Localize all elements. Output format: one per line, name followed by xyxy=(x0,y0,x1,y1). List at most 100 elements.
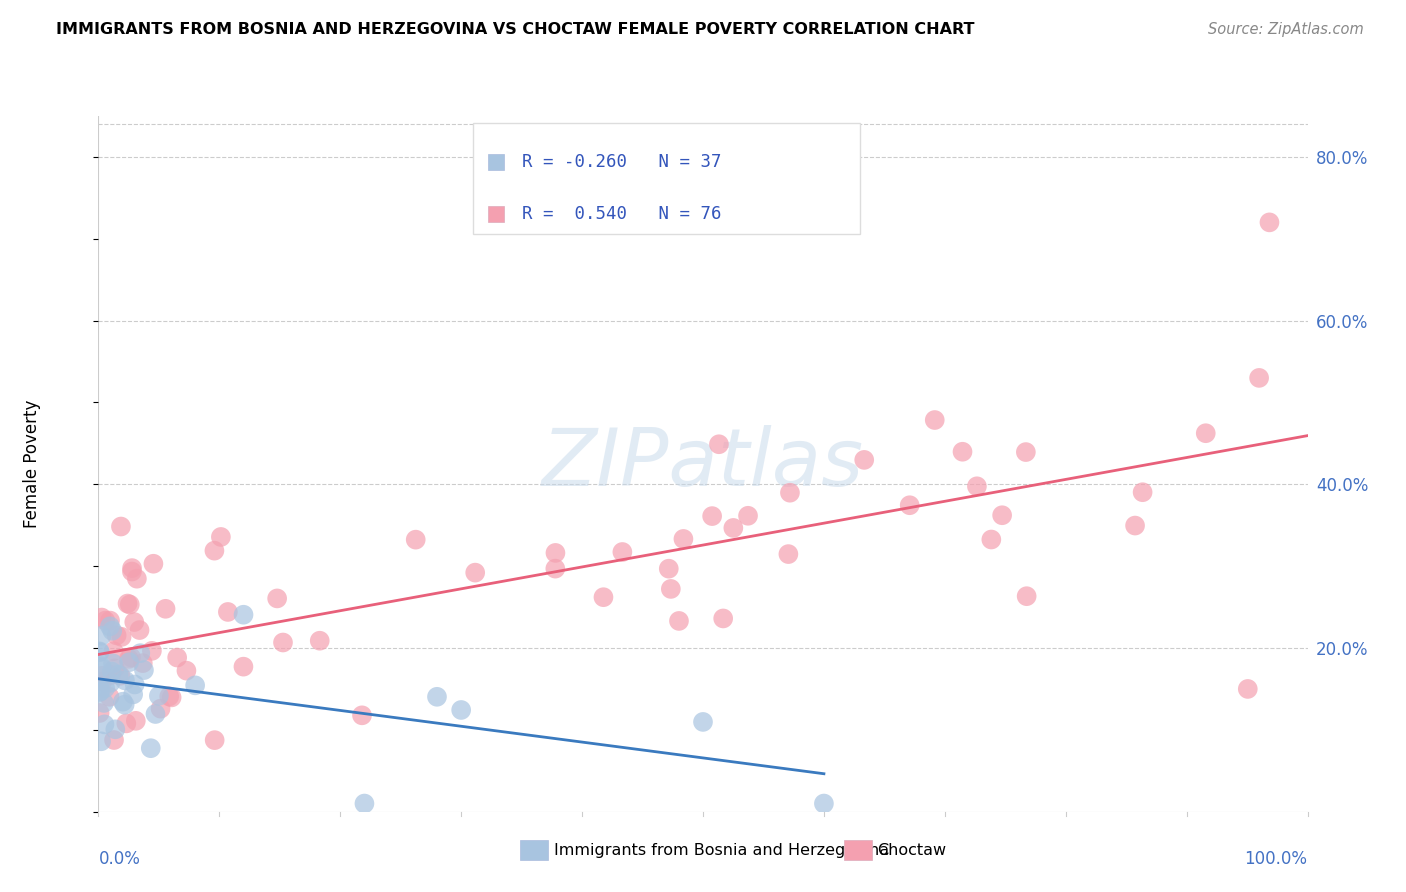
Point xyxy=(94,614,117,628)
Point xyxy=(1123,518,1146,533)
Point xyxy=(672,532,695,546)
Point xyxy=(464,566,486,580)
Point xyxy=(266,591,288,606)
Point xyxy=(120,650,142,665)
Point xyxy=(952,444,974,458)
Point xyxy=(853,453,876,467)
Point xyxy=(142,557,165,571)
Point xyxy=(1015,445,1038,459)
Point xyxy=(1015,589,1038,603)
Point xyxy=(544,546,567,560)
Point xyxy=(450,703,472,717)
Point xyxy=(105,628,128,642)
Point xyxy=(89,706,111,720)
Point xyxy=(149,701,172,715)
Text: Female Poverty: Female Poverty xyxy=(22,400,41,528)
Point xyxy=(115,716,138,731)
Text: IMMIGRANTS FROM BOSNIA AND HERZEGOVINA VS CHOCTAW FEMALE POVERTY CORRELATION CHA: IMMIGRANTS FROM BOSNIA AND HERZEGOVINA V… xyxy=(56,22,974,37)
Text: Choctaw: Choctaw xyxy=(877,843,946,857)
Point xyxy=(232,607,254,622)
Point xyxy=(426,690,449,704)
Point xyxy=(1195,426,1218,441)
Point xyxy=(104,723,127,737)
Point xyxy=(129,646,152,660)
Point xyxy=(350,708,373,723)
Point xyxy=(89,644,111,658)
Point xyxy=(779,485,801,500)
Point xyxy=(101,624,124,638)
Point xyxy=(204,543,226,558)
Point xyxy=(89,645,111,659)
Point xyxy=(141,644,163,658)
Point xyxy=(91,674,114,689)
Point xyxy=(118,598,141,612)
Point xyxy=(166,650,188,665)
FancyBboxPatch shape xyxy=(488,154,503,169)
Point xyxy=(813,797,835,811)
Point xyxy=(176,664,198,678)
Point xyxy=(132,656,155,670)
Point xyxy=(124,677,146,691)
Point xyxy=(93,717,115,731)
Point xyxy=(737,508,759,523)
Point xyxy=(98,619,121,633)
FancyBboxPatch shape xyxy=(474,123,860,235)
Point xyxy=(898,498,921,512)
Point xyxy=(778,547,800,561)
Text: R = -0.260   N = 37: R = -0.260 N = 37 xyxy=(522,153,721,171)
Text: Source: ZipAtlas.com: Source: ZipAtlas.com xyxy=(1208,22,1364,37)
Point xyxy=(702,509,724,524)
Point xyxy=(160,690,183,705)
Point xyxy=(90,661,112,675)
Point xyxy=(98,690,121,704)
Point xyxy=(148,689,170,703)
Point xyxy=(184,678,207,692)
Point xyxy=(104,661,127,675)
Point xyxy=(128,623,150,637)
Text: R =  0.540   N = 76: R = 0.540 N = 76 xyxy=(522,205,721,223)
Text: 100.0%: 100.0% xyxy=(1244,850,1308,868)
Point xyxy=(659,582,682,596)
Point xyxy=(155,602,177,616)
Point xyxy=(100,668,122,682)
Text: 0.0%: 0.0% xyxy=(98,850,141,868)
Point xyxy=(232,659,254,673)
Point xyxy=(93,696,115,710)
Point xyxy=(723,521,745,535)
Point xyxy=(91,669,114,683)
Point xyxy=(966,479,988,493)
Point xyxy=(122,687,145,701)
Point xyxy=(125,572,148,586)
Text: Immigrants from Bosnia and Herzegovina: Immigrants from Bosnia and Herzegovina xyxy=(554,843,889,857)
Point xyxy=(114,673,136,688)
Point xyxy=(139,741,162,756)
Point xyxy=(90,629,112,643)
Point xyxy=(118,652,141,666)
Point xyxy=(209,530,232,544)
Point xyxy=(711,611,734,625)
Point xyxy=(204,733,226,747)
Point xyxy=(107,667,129,681)
Point xyxy=(90,610,112,624)
Point xyxy=(121,561,143,575)
Point xyxy=(89,685,111,699)
Point xyxy=(103,644,125,658)
Point xyxy=(991,508,1014,523)
Point xyxy=(103,733,125,747)
Point xyxy=(924,413,946,427)
Point xyxy=(90,734,112,748)
Point xyxy=(692,714,714,729)
Point xyxy=(592,590,614,604)
Point xyxy=(658,562,681,576)
Point xyxy=(114,698,136,712)
Point xyxy=(89,679,111,693)
Point xyxy=(707,437,730,451)
Point xyxy=(217,605,239,619)
Point xyxy=(110,669,132,683)
Point xyxy=(125,714,148,728)
Point xyxy=(117,597,139,611)
Point xyxy=(1236,681,1258,696)
Point xyxy=(118,655,141,669)
Point xyxy=(122,615,145,629)
Point xyxy=(980,533,1002,547)
